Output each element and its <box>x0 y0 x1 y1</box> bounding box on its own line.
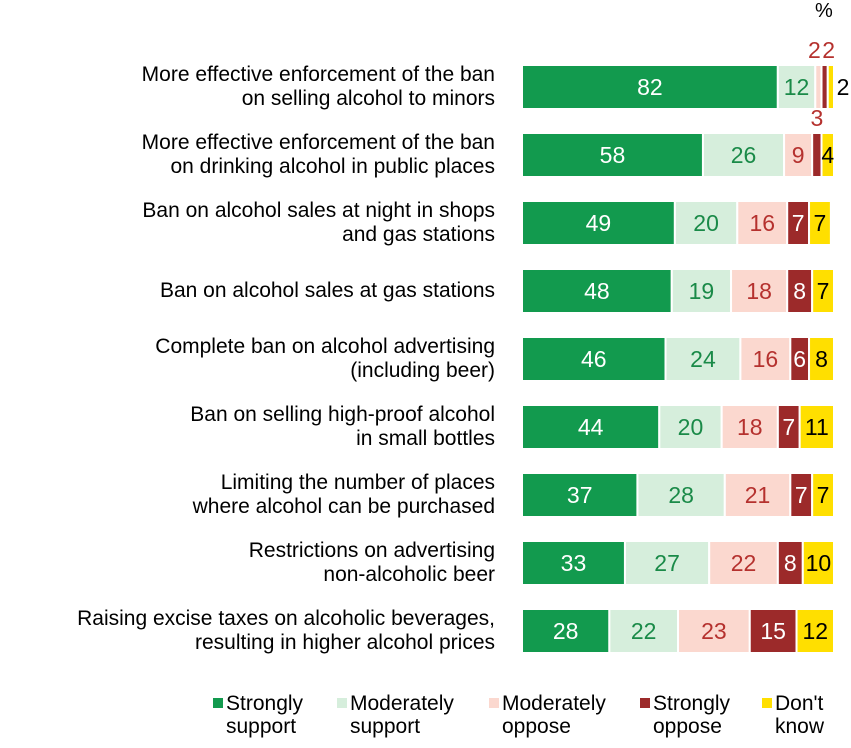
data-label: 18 <box>737 414 763 440</box>
category-label: Ban on alcohol sales at night in shops a… <box>142 199 495 246</box>
bar-segment <box>820 132 836 178</box>
bar-segment <box>521 200 676 246</box>
data-label: 20 <box>693 210 719 236</box>
bar-segment <box>811 132 823 178</box>
bar-segment <box>826 64 836 110</box>
data-label: 7 <box>817 482 830 508</box>
bar-segment <box>795 608 835 654</box>
data-label: 2 <box>822 37 835 63</box>
bar-segment <box>801 540 835 586</box>
data-label: 7 <box>795 482 808 508</box>
data-label: 48 <box>584 278 610 304</box>
data-label: 44 <box>578 414 604 440</box>
data-label: 46 <box>581 346 607 372</box>
category-label: More effective enforcement of the ban on… <box>141 63 495 110</box>
legend-label: Moderately oppose <box>502 692 606 738</box>
bar-segment <box>701 132 786 178</box>
data-label: 22 <box>731 550 757 576</box>
data-label: 7 <box>792 210 805 236</box>
bar-segment <box>670 268 733 314</box>
bar-segment <box>720 404 779 450</box>
bar-segment <box>776 540 804 586</box>
bar-segment <box>623 540 711 586</box>
data-label: 12 <box>784 74 810 100</box>
legend-swatch <box>640 698 650 708</box>
data-label: 7 <box>817 278 830 304</box>
bar-segment <box>808 200 832 246</box>
legend-label: Strongly oppose <box>653 692 731 738</box>
bar-segment <box>521 608 611 654</box>
category-label: Complete ban on alcohol advertising (inc… <box>155 335 495 382</box>
data-label: 28 <box>668 482 694 508</box>
category-label: Restrictions on advertising non-alcoholi… <box>248 539 495 586</box>
category-label: Limiting the number of places where alco… <box>192 471 495 518</box>
data-label: 4 <box>821 142 834 168</box>
category-label: Ban on selling high-proof alcohol in sma… <box>190 403 495 450</box>
data-label: 82 <box>637 74 663 100</box>
data-label: 20 <box>678 414 704 440</box>
bar-segment <box>521 404 661 450</box>
unit-label: % <box>815 0 833 22</box>
bar-segment <box>808 336 835 382</box>
bar-segment <box>664 336 742 382</box>
legend-label: Strongly support <box>226 692 304 738</box>
bar-segment <box>521 472 639 518</box>
category-label: Raising excise taxes on alcoholic bevera… <box>77 607 495 654</box>
category-label: Ban on alcohol sales at gas stations <box>159 279 495 302</box>
bar-segment <box>748 608 798 654</box>
data-label: 3 <box>810 105 823 131</box>
data-label: 28 <box>553 618 579 644</box>
legend-swatch <box>213 698 223 708</box>
data-label: 22 <box>631 618 657 644</box>
bar-segment <box>673 200 739 246</box>
legend-swatch <box>337 698 347 708</box>
data-label: 8 <box>793 278 806 304</box>
bar-segment <box>658 404 723 450</box>
data-label: 24 <box>690 346 716 372</box>
legend-label: Don't know <box>775 692 825 738</box>
bar-segment <box>521 540 626 586</box>
data-label: 2 <box>808 37 821 63</box>
legend-label: Moderately support <box>350 692 454 738</box>
data-label: 8 <box>784 550 797 576</box>
bar-segment <box>811 268 835 314</box>
bar-segment <box>708 540 779 586</box>
data-label: 33 <box>561 550 587 576</box>
data-label: 58 <box>600 142 626 168</box>
bar-segment <box>608 608 679 654</box>
bar-segment <box>811 472 835 518</box>
data-label: 19 <box>689 278 715 304</box>
data-label: 9 <box>792 142 805 168</box>
legend-swatch <box>489 698 499 708</box>
data-label: 18 <box>746 278 772 304</box>
data-label: 16 <box>753 346 779 372</box>
category-label: More effective enforcement of the ban on… <box>141 131 495 178</box>
data-label: 16 <box>749 210 775 236</box>
data-label: 21 <box>745 482 771 508</box>
data-label: 37 <box>567 482 593 508</box>
legend-swatch <box>762 698 772 708</box>
data-label: 23 <box>701 618 727 644</box>
data-label: 27 <box>654 550 680 576</box>
data-label: 7 <box>782 414 795 440</box>
data-label: 7 <box>814 210 827 236</box>
bar-segment <box>798 404 835 450</box>
data-label: 26 <box>731 142 757 168</box>
bar-segment <box>521 132 704 178</box>
data-label: 12 <box>802 618 828 644</box>
data-label: 15 <box>760 618 786 644</box>
data-label: 11 <box>805 414 829 440</box>
data-label: 6 <box>793 346 806 372</box>
bar-segment <box>739 336 792 382</box>
data-label: 49 <box>586 210 612 236</box>
data-label: 2 <box>837 74 850 100</box>
data-label: 10 <box>806 550 832 576</box>
data-label: 8 <box>815 346 828 372</box>
